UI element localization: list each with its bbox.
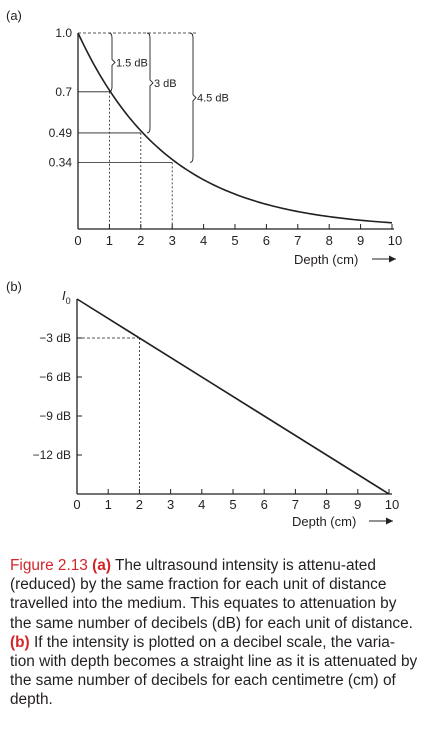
x-tick-label: 9 [354,497,361,512]
x-tick-label: 8 [326,233,333,248]
x-tick-label: 2 [136,497,143,512]
x-tick-label: 6 [263,233,270,248]
y-tick-labels: I0 −3 dB −6 dB −9 dB −12 dB [33,288,71,462]
y-tick-label: 0.7 [55,85,72,99]
x-tick-label: 7 [294,233,301,248]
y-tick-label: 1.0 [55,26,72,40]
x-tick-label: 10 [388,233,402,248]
caption-part-a-text: The ultrasound intensity is attenu-ated … [10,557,413,632]
panel-a-label: (a) [6,8,22,23]
x-tick-label: 7 [292,497,299,512]
axes [77,33,394,230]
caption-part-b-label: (b) [10,633,30,651]
panel-b-label: (b) [6,279,22,294]
chart-b: (b) I0 −3 dB −6 dB −9 dB −12 dB 0 1 2 3 4 5 6 7 8 9 10… [6,279,399,529]
figure-caption: Figure 2.13 (a) The ultrasound intensity… [10,556,418,710]
db-bracket-label: 1.5 dB [116,57,148,69]
y-tick-label: −3 dB [39,331,71,345]
axes [76,299,392,495]
x-tick-label: 1 [105,497,112,512]
attenuation-curve [77,32,393,224]
chart-a: (a) 1.5 dB 3 dB 4.5 dB 1.0 0.7 0.49 0.34 0 1 2 3… [6,8,402,267]
y-tick-labels: 1.0 0.7 0.49 0.34 [49,26,73,169]
x-tick-labels: 0 1 2 3 4 5 6 7 8 9 10 [74,233,402,248]
db-bracket [189,32,197,163]
tick-marks [77,337,390,494]
y-tick-label: −12 dB [33,448,71,462]
caption-figure-number: Figure 2.13 [10,557,88,574]
x-tick-label: 5 [231,233,238,248]
db-bracket [146,32,154,134]
caption-part-b-text: If the intensity is plotted on a decibel… [10,633,418,709]
y-tick-label: −6 dB [39,370,71,384]
x-tick-label: 2 [137,233,144,248]
x-tick-label: 3 [167,497,174,512]
x-axis-arrow-head [389,255,396,263]
guide-lines [77,337,140,494]
y-tick-label: I0 [62,288,71,306]
x-tick-label: 0 [74,233,81,248]
x-tick-label: 4 [198,497,205,512]
y-tick-label: −9 dB [39,409,71,423]
x-tick-label: 9 [357,233,364,248]
x-tick-label: 0 [73,497,80,512]
x-tick-labels: 0 1 2 3 4 5 6 7 8 9 10 [73,497,399,512]
x-axis-label: Depth (cm) [292,514,356,529]
x-tick-label: 5 [229,497,236,512]
guide-lines [78,32,196,229]
x-axis-arrow-head [386,517,393,525]
x-tick-label: 1 [106,233,113,248]
x-tick-label: 6 [261,497,268,512]
tick-marks [108,224,393,229]
y-tick-label: 0.34 [49,155,73,169]
db-bracket [108,32,116,93]
db-bracket-label: 4.5 dB [197,93,229,105]
x-axis-label: Depth (cm) [294,252,358,267]
x-tick-label: 3 [169,233,176,248]
db-brackets: 1.5 dB 3 dB 4.5 dB [108,32,229,163]
db-bracket-label: 3 dB [154,78,177,90]
caption-part-a-label: (a) [92,557,111,574]
db-attenuation-line [76,298,390,495]
x-tick-label: 4 [200,233,207,248]
x-tick-label: 8 [323,497,330,512]
x-tick-label: 10 [385,497,399,512]
y-tick-label: 0.49 [49,126,73,140]
